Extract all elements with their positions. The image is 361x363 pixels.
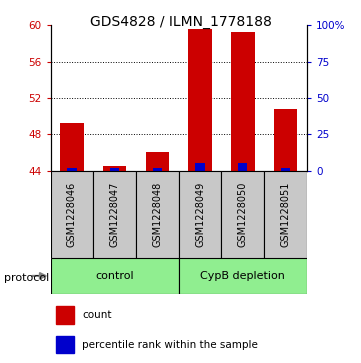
- Bar: [179, 258, 307, 294]
- Text: percentile rank within the sample: percentile rank within the sample: [82, 339, 258, 350]
- Bar: [56, 306, 74, 323]
- Bar: [179, 171, 221, 258]
- Bar: [60, 122, 84, 171]
- Text: CypB depletion: CypB depletion: [200, 271, 285, 281]
- Bar: [195, 163, 205, 171]
- Bar: [281, 168, 290, 171]
- Bar: [110, 168, 119, 171]
- Text: GDS4828 / ILMN_1778188: GDS4828 / ILMN_1778188: [90, 15, 271, 29]
- Text: protocol: protocol: [4, 273, 49, 283]
- Bar: [51, 258, 179, 294]
- Bar: [67, 168, 77, 171]
- Bar: [56, 336, 74, 353]
- Text: GSM1228047: GSM1228047: [110, 182, 119, 247]
- Text: GSM1228048: GSM1228048: [152, 182, 162, 247]
- Bar: [93, 171, 136, 258]
- Bar: [264, 171, 307, 258]
- Bar: [221, 171, 264, 258]
- Bar: [238, 163, 248, 171]
- Bar: [153, 168, 162, 171]
- Text: GSM1228049: GSM1228049: [195, 182, 205, 247]
- Text: count: count: [82, 310, 112, 320]
- Text: control: control: [95, 271, 134, 281]
- Text: GSM1228051: GSM1228051: [280, 182, 291, 247]
- Bar: [145, 152, 169, 171]
- Text: GSM1228046: GSM1228046: [67, 182, 77, 247]
- Bar: [51, 171, 93, 258]
- Text: GSM1228050: GSM1228050: [238, 182, 248, 247]
- Bar: [103, 166, 126, 171]
- Bar: [231, 32, 255, 171]
- Bar: [274, 109, 297, 171]
- Bar: [188, 29, 212, 171]
- Bar: [136, 171, 179, 258]
